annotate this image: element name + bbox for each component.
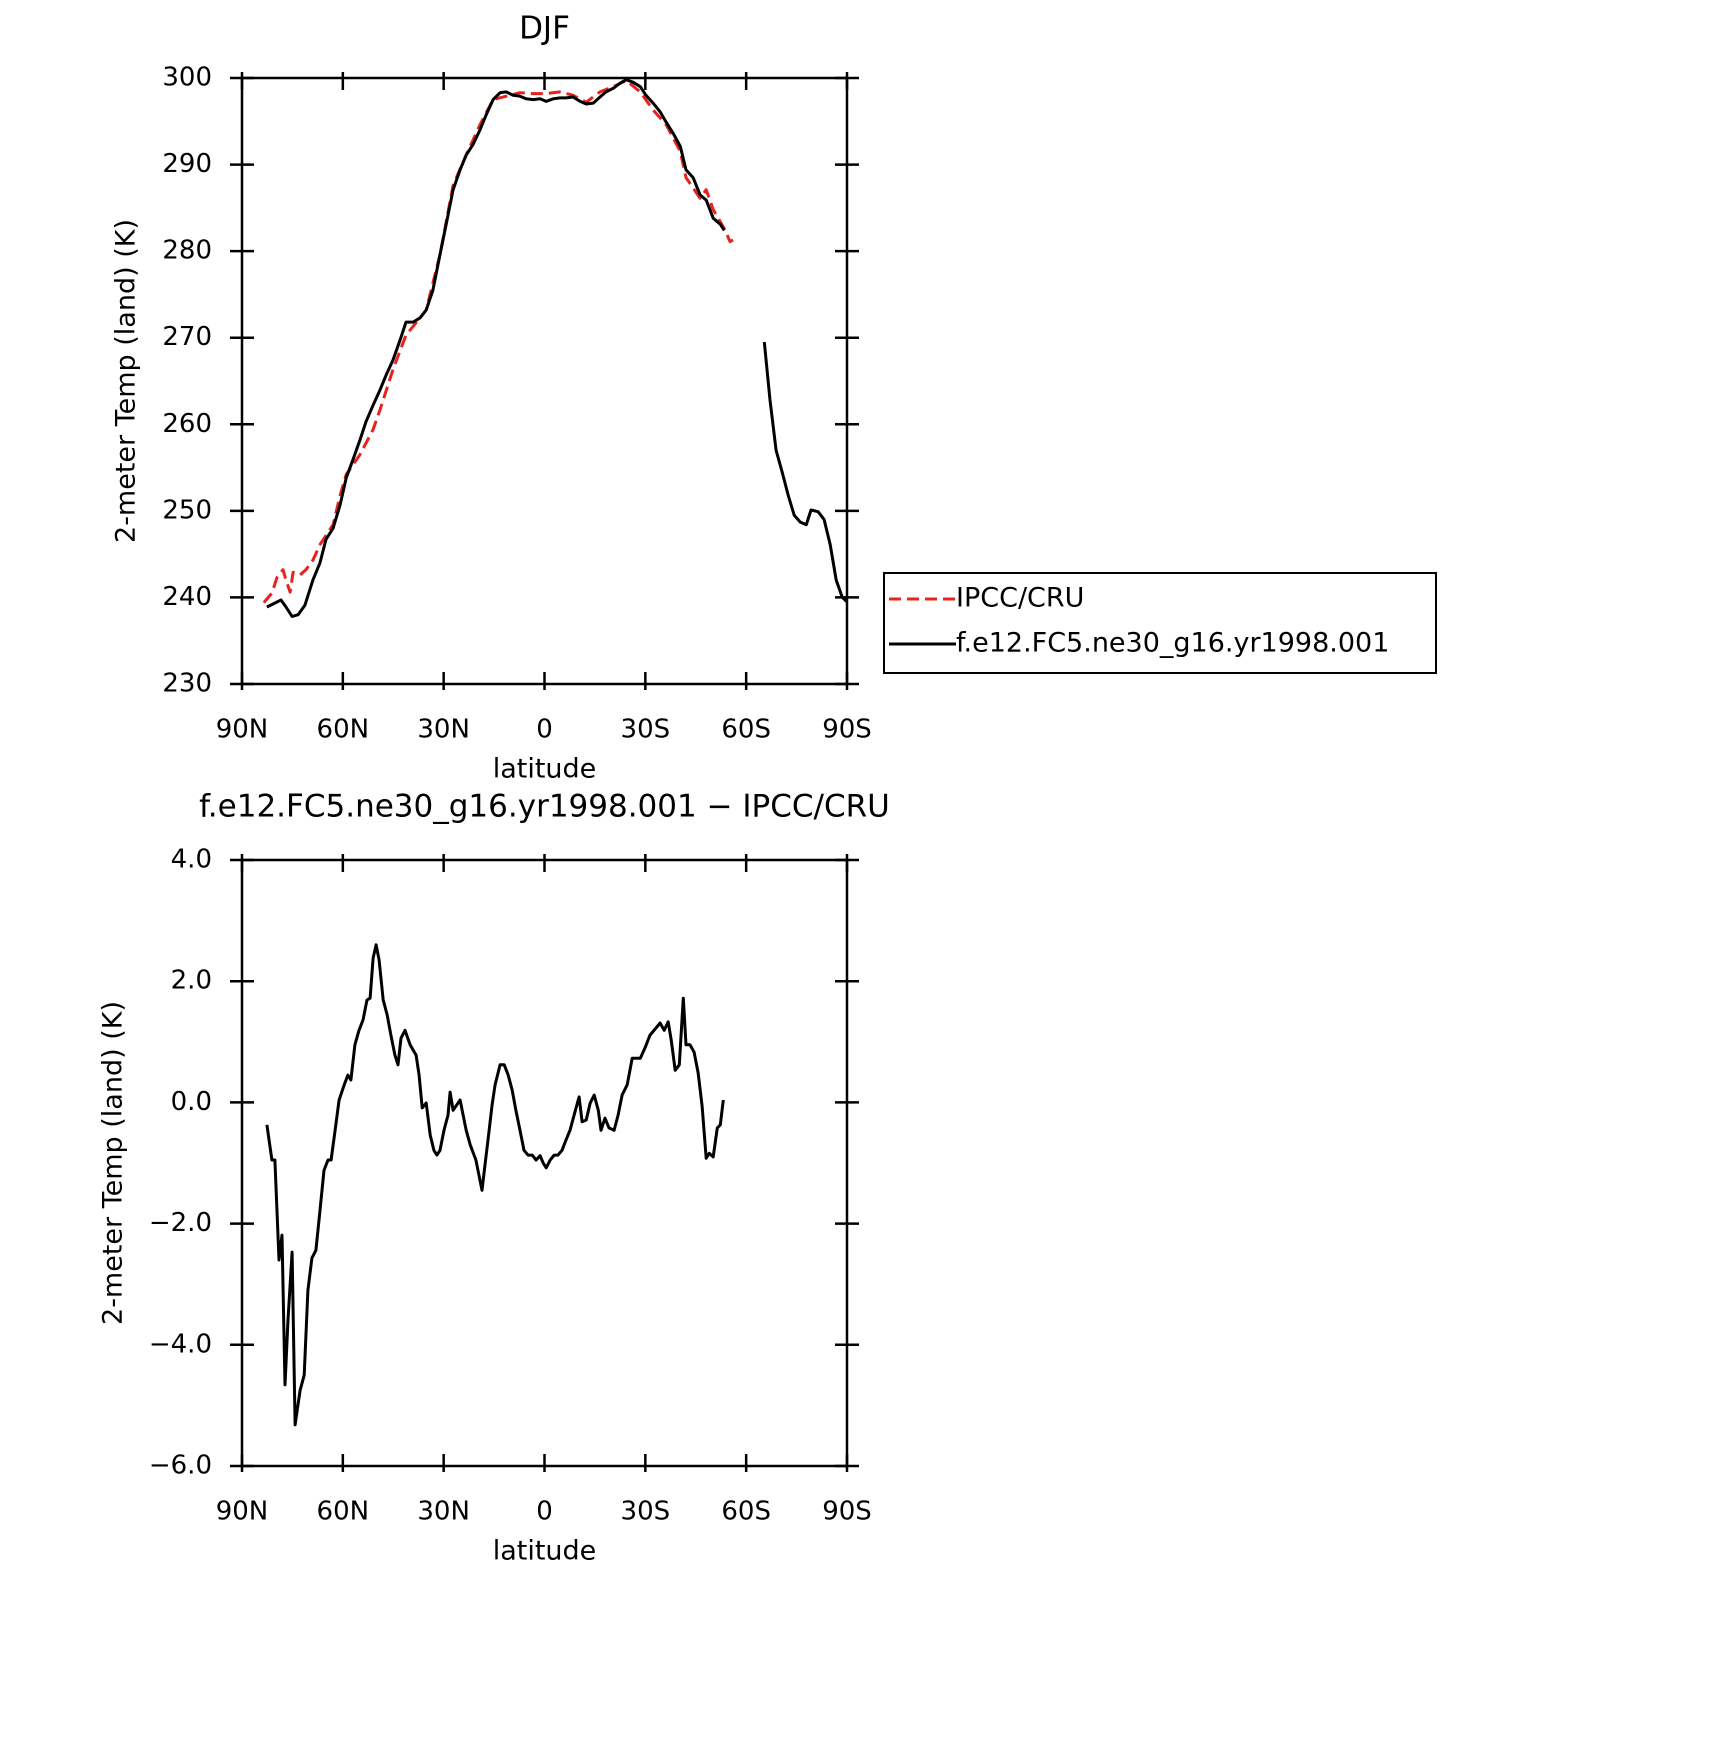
- y-tick-label: 240: [162, 582, 212, 612]
- x-axis-label: latitude: [493, 754, 597, 785]
- chart-title: f.e12.FC5.ne30_g16.yr1998.001 − IPCC/CRU: [199, 789, 890, 825]
- y-tick-label: 0.0: [171, 1087, 212, 1117]
- y-tick-label: 260: [162, 409, 212, 439]
- x-tick-label: 60S: [721, 715, 771, 745]
- legend-label: f.e12.FC5.ne30_g16.yr1998.001: [956, 628, 1389, 659]
- data-line: [265, 943, 725, 1427]
- x-tick-label: 60N: [317, 715, 370, 745]
- data-line: [266, 78, 849, 618]
- y-tick-label: 2.0: [171, 966, 212, 996]
- x-tick-label: 30S: [621, 1497, 671, 1527]
- x-tick-label: 30N: [417, 715, 470, 745]
- x-tick-label: 0: [536, 1497, 553, 1527]
- x-axis-label: latitude: [493, 1536, 597, 1567]
- y-tick-label: 230: [162, 669, 212, 699]
- x-tick-label: 90S: [822, 715, 872, 745]
- x-tick-label: 30N: [417, 1497, 470, 1527]
- y-tick-label: 4.0: [171, 845, 212, 875]
- x-tick-label: 90S: [822, 1497, 872, 1527]
- y-tick-label: −2.0: [149, 1208, 212, 1238]
- x-tick-label: 0: [536, 715, 553, 745]
- y-axis-label: 2-meter Temp (land) (K): [98, 1001, 129, 1325]
- y-axis-label: 2-meter Temp (land) (K): [111, 219, 142, 543]
- x-tick-label: 60N: [317, 1497, 370, 1527]
- x-tick-label: 90N: [216, 1497, 269, 1527]
- x-tick-label: 30S: [621, 715, 671, 745]
- y-tick-label: 290: [162, 149, 212, 179]
- plot-frame: [240, 76, 849, 686]
- y-tick-label: −6.0: [149, 1451, 212, 1481]
- x-tick-label: 60S: [721, 1497, 771, 1527]
- y-tick-label: 250: [162, 495, 212, 525]
- y-tick-label: 300: [162, 63, 212, 93]
- y-tick-label: −4.0: [149, 1329, 212, 1359]
- y-tick-label: 280: [162, 236, 212, 266]
- chart-title: DJF: [519, 11, 570, 47]
- x-tick-label: 90N: [216, 715, 269, 745]
- legend-box: [883, 572, 1437, 674]
- legend-label: IPCC/CRU: [956, 583, 1084, 614]
- y-tick-label: 270: [162, 322, 212, 352]
- data-line: [262, 79, 734, 604]
